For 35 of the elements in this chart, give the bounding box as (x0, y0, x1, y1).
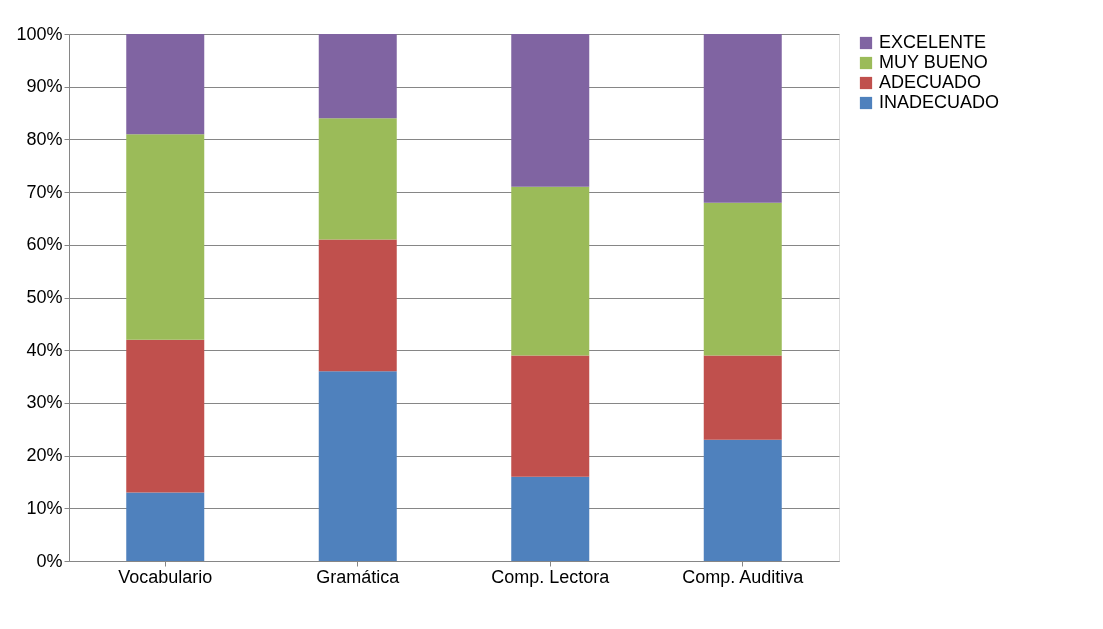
y-tick-label: 0% (36, 550, 63, 571)
bar (318, 239, 397, 372)
y-tick-label: 20% (26, 445, 63, 466)
bar (126, 134, 205, 340)
bar (703, 355, 782, 440)
x-tick-label: Comp. Lectora (491, 566, 611, 587)
x-tick-label: Vocabulario (118, 566, 213, 587)
bar (318, 34, 397, 119)
legend-label: MUY BUENO (879, 52, 988, 72)
y-tick-label: 80% (26, 128, 63, 149)
y-tick-label: 90% (26, 76, 63, 97)
bar (511, 34, 590, 187)
bar (126, 34, 205, 135)
y-tick-label: 40% (26, 339, 63, 360)
legend-label: EXCELENTE (879, 32, 987, 52)
bar (703, 439, 782, 561)
bar (318, 371, 397, 561)
bar (511, 476, 590, 561)
x-tick-label: Gramática (316, 566, 401, 587)
y-tick-label: 100% (16, 23, 63, 44)
bar (126, 339, 205, 493)
bar (126, 492, 205, 561)
x-tick-label: Comp. Auditiva (682, 566, 805, 587)
y-tick-label: 50% (26, 287, 63, 307)
y-tick-label: 30% (26, 392, 63, 413)
bar (511, 355, 590, 477)
bar (511, 186, 590, 356)
bar (703, 34, 782, 203)
bar (703, 202, 782, 356)
bar (318, 118, 397, 240)
legend-label: INADECUADO (879, 92, 1000, 112)
y-tick-label: 70% (26, 181, 63, 202)
y-tick-label: 10% (26, 497, 63, 518)
y-tick-label: 60% (26, 234, 63, 255)
legend-label: ADECUADO (879, 72, 982, 92)
